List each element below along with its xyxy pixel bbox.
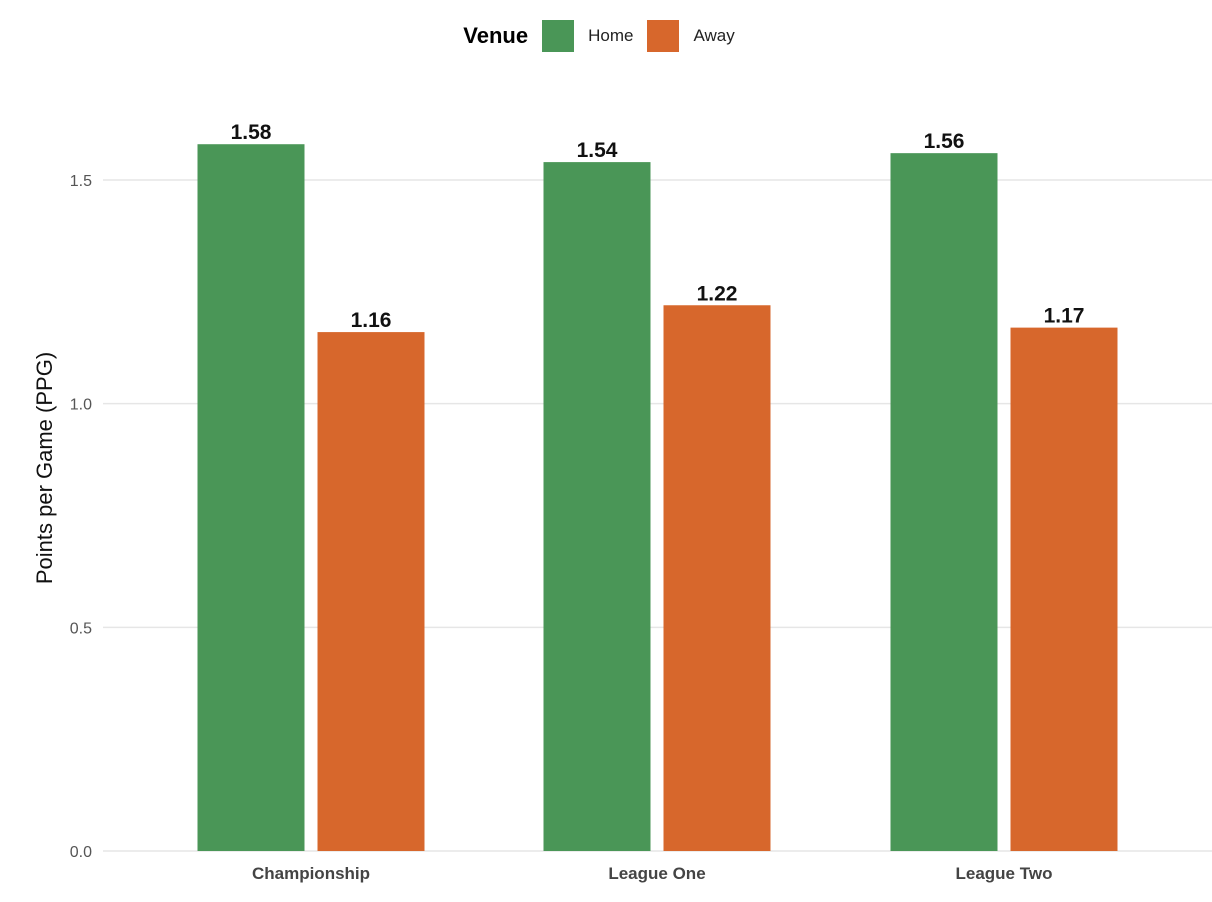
data-label-home-0: 1.58 bbox=[231, 121, 272, 144]
bar-away-0 bbox=[317, 332, 425, 851]
legend-label-home: Home bbox=[588, 26, 634, 45]
legend-title: Venue bbox=[463, 23, 529, 48]
x-tick-label-0: Championship bbox=[252, 864, 370, 883]
data-label-away-1: 1.22 bbox=[697, 282, 738, 305]
legend-item-home: Home bbox=[542, 20, 633, 52]
y-tick-label-1: 0.5 bbox=[70, 620, 92, 637]
legend: Venue Home Away bbox=[0, 16, 1212, 56]
y-axis-label: Points per Game (PPG) bbox=[32, 352, 57, 584]
legend-item-away: Away bbox=[647, 20, 735, 52]
bar-home-0 bbox=[197, 144, 305, 852]
x-tick-label-1: League One bbox=[608, 864, 705, 883]
legend-swatch-home bbox=[542, 20, 575, 52]
data-label-away-2: 1.17 bbox=[1044, 305, 1085, 328]
y-tick-label-0: 0.0 bbox=[70, 844, 92, 861]
data-label-home-2: 1.56 bbox=[924, 130, 965, 153]
legend-swatch-away bbox=[647, 20, 680, 52]
data-label-home-1: 1.54 bbox=[577, 139, 618, 162]
bar-away-2 bbox=[1010, 327, 1118, 851]
y-tick-label-2: 1.0 bbox=[70, 397, 92, 414]
bar-away-1 bbox=[663, 305, 771, 852]
legend-label-away: Away bbox=[693, 26, 735, 45]
y-tick-label-3: 1.5 bbox=[70, 173, 92, 190]
bar-home-2 bbox=[890, 153, 998, 851]
bar-home-1 bbox=[543, 162, 651, 851]
data-label-away-0: 1.16 bbox=[351, 309, 392, 332]
x-tick-label-2: League Two bbox=[956, 864, 1053, 883]
